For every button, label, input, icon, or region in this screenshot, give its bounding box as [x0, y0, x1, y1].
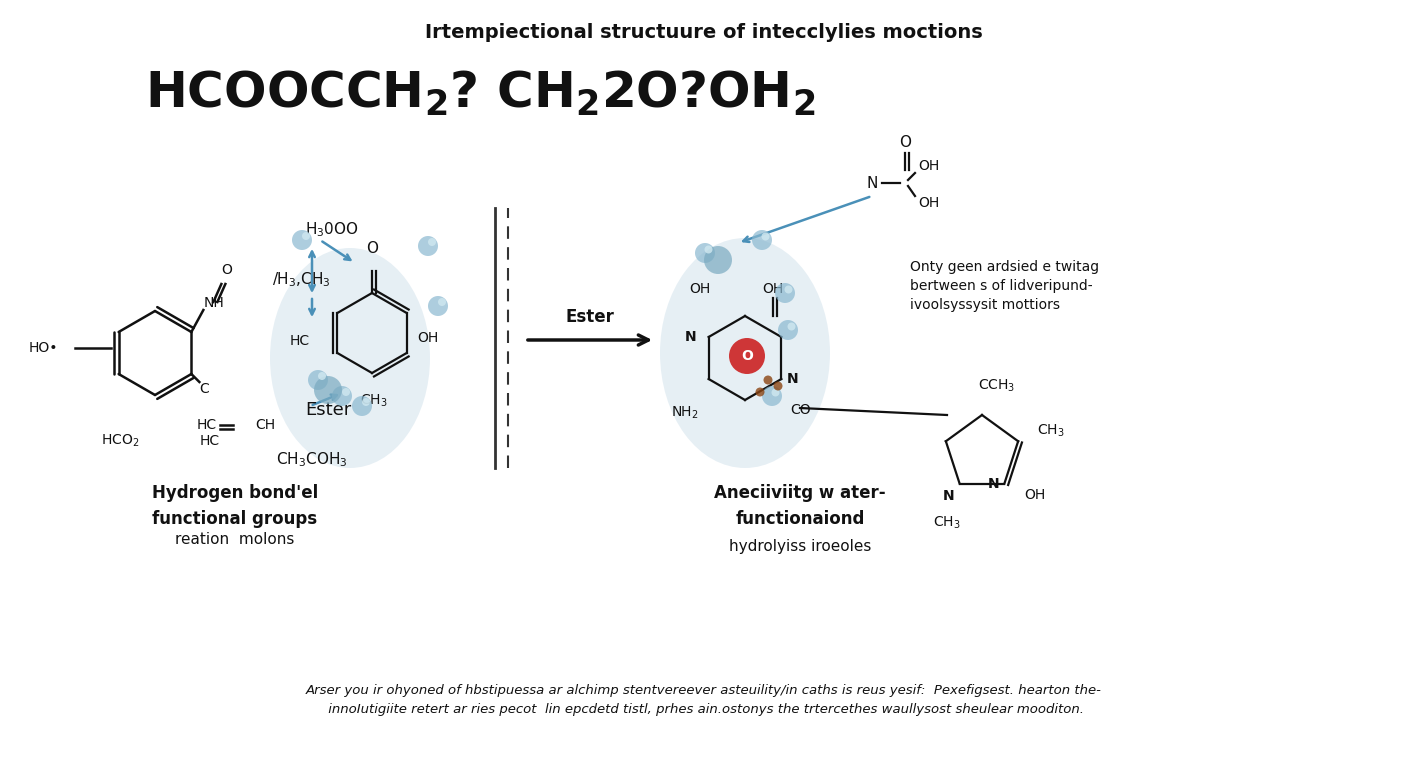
Circle shape — [342, 388, 351, 396]
Text: N: N — [686, 330, 697, 344]
Ellipse shape — [660, 238, 829, 468]
Text: Irtempiectional structuure of intecclylies moctions: Irtempiectional structuure of intecclyli… — [425, 24, 983, 42]
Circle shape — [308, 370, 328, 390]
Circle shape — [773, 382, 783, 390]
Text: O: O — [898, 135, 911, 150]
Circle shape — [428, 296, 448, 316]
Text: OH: OH — [918, 196, 939, 210]
Text: HO•: HO• — [28, 341, 58, 355]
Circle shape — [696, 243, 715, 263]
Circle shape — [763, 376, 773, 385]
Text: Ester: Ester — [566, 308, 614, 326]
Circle shape — [362, 398, 370, 406]
Text: O: O — [366, 241, 377, 256]
Text: Hydrogen bond'el
functional groups: Hydrogen bond'el functional groups — [152, 485, 318, 528]
Text: OH: OH — [417, 331, 438, 345]
Text: CH$_3$: CH$_3$ — [934, 515, 960, 531]
Text: CH$_3$: CH$_3$ — [1038, 423, 1064, 439]
Text: OH: OH — [918, 159, 939, 173]
Text: Arser you ir ohyoned of hbstipuessa ar alchimp stentvereever asteuility/in caths: Arser you ir ohyoned of hbstipuessa ar a… — [306, 684, 1102, 716]
Text: O: O — [221, 263, 232, 277]
Text: CH$_3$: CH$_3$ — [360, 393, 387, 409]
Ellipse shape — [270, 248, 429, 468]
Circle shape — [704, 246, 732, 274]
Circle shape — [352, 396, 372, 416]
Circle shape — [774, 283, 796, 303]
Text: HC: HC — [197, 418, 217, 432]
Circle shape — [314, 376, 342, 404]
Text: Onty geen ardsied e twitag
bertween s of lidveripund-
ivoolsyssysit mottiors: Onty geen ardsied e twitag bertween s of… — [910, 260, 1100, 313]
Circle shape — [762, 233, 770, 240]
Circle shape — [787, 323, 796, 330]
Text: NH: NH — [203, 296, 224, 310]
Circle shape — [704, 246, 712, 253]
Text: hydrolyiss iroeoles: hydrolyiss iroeoles — [729, 538, 872, 554]
Text: CH: CH — [255, 418, 275, 432]
Text: H$_3$0OO: H$_3$0OO — [306, 220, 359, 240]
Circle shape — [729, 338, 765, 374]
Text: O: O — [741, 349, 753, 363]
Circle shape — [332, 386, 352, 406]
Text: OH: OH — [1024, 488, 1045, 502]
Circle shape — [756, 388, 765, 396]
Text: CH$_3$COH$_3$: CH$_3$COH$_3$ — [276, 451, 348, 469]
Text: Aneciiviitg w ater-
functionaiond: Aneciiviitg w ater- functionaiond — [714, 485, 886, 528]
Circle shape — [784, 286, 793, 293]
Circle shape — [779, 320, 798, 340]
Circle shape — [752, 230, 772, 250]
Circle shape — [438, 298, 446, 306]
Circle shape — [772, 389, 780, 396]
Text: Ester: Ester — [306, 401, 351, 419]
Text: HC: HC — [200, 434, 220, 448]
Text: CO: CO — [790, 403, 811, 417]
Text: N: N — [987, 477, 1000, 491]
Text: HC: HC — [290, 334, 310, 348]
Text: NH$_2$: NH$_2$ — [672, 405, 698, 421]
Text: CCH$_3$: CCH$_3$ — [979, 378, 1015, 394]
Text: HCO$_2$: HCO$_2$ — [101, 433, 139, 449]
Text: OH: OH — [762, 282, 784, 296]
Circle shape — [318, 372, 327, 380]
Text: C: C — [200, 382, 210, 396]
Text: N: N — [867, 176, 879, 190]
Text: /H$_3$,CH$_3$: /H$_3$,CH$_3$ — [272, 270, 331, 290]
Text: HCOOCC$\mathbf{H_2}$? C$\mathbf{H_2}$2O?O$\mathbf{H_2}$: HCOOCC$\mathbf{H_2}$? C$\mathbf{H_2}$2O?… — [145, 68, 815, 118]
Circle shape — [428, 238, 436, 246]
Text: reation  molons: reation molons — [176, 532, 294, 548]
Circle shape — [418, 236, 438, 256]
Text: OH: OH — [690, 282, 711, 296]
Circle shape — [301, 232, 310, 240]
Text: N: N — [787, 372, 798, 386]
Circle shape — [291, 230, 313, 250]
Circle shape — [762, 386, 781, 406]
Text: N: N — [943, 488, 955, 503]
